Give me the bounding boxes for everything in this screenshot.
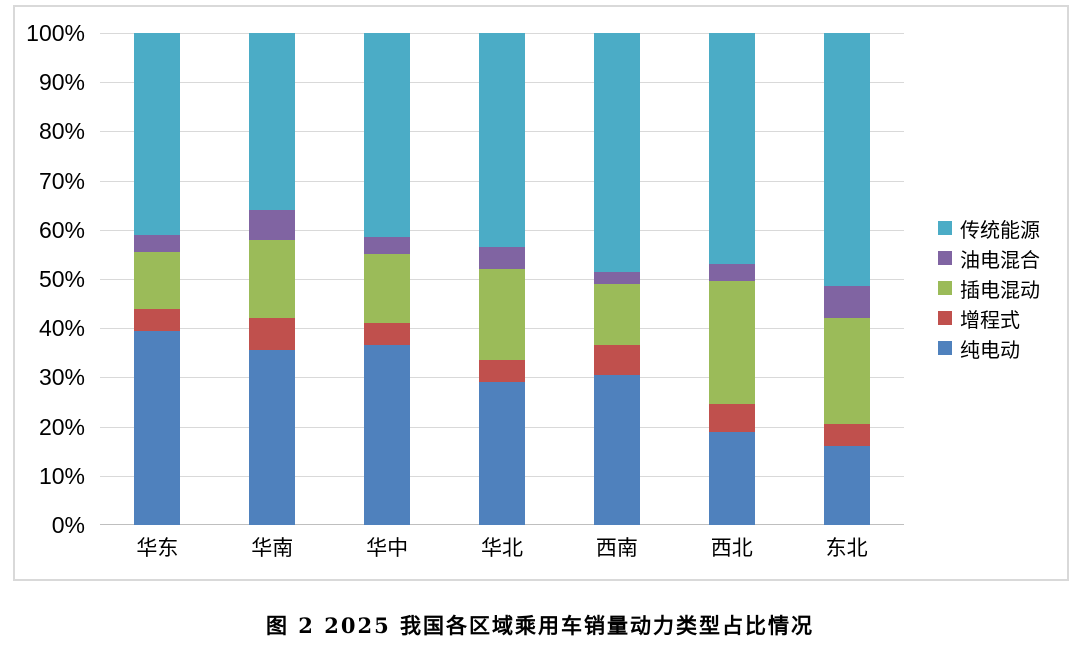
x-category-label-华中: 华中 [366, 536, 409, 560]
segment-插电混动 [708, 281, 755, 405]
x-category-label-西北: 西北 [710, 536, 753, 560]
segment-传统能源 [364, 33, 411, 238]
legend-label: 纯电动 [960, 337, 1020, 362]
y-axis: 100% 90% 80% 70% 60% 50% 40% 30% 20% 10% 0% [15, 7, 85, 583]
x-category-label-华北: 华北 [481, 536, 523, 560]
legend-label: 油电混合 [960, 247, 1040, 272]
segment-油电混合 [593, 271, 640, 284]
figure-caption: 图 2 2025 我国各区域乘用车销量动力类型占比情况 [266, 613, 814, 638]
segment-增程式 [823, 424, 870, 447]
bar-slot-华北 [445, 33, 560, 525]
segment-增程式 [364, 323, 411, 346]
segment-插电混动 [593, 283, 640, 346]
segment-传统能源 [593, 33, 640, 272]
segment-插电混动 [249, 239, 296, 319]
segment-油电混合 [823, 286, 870, 319]
bar-东北 [823, 33, 870, 525]
bar-slot-东北 [789, 33, 904, 525]
segment-增程式 [593, 345, 640, 375]
segment-纯电动 [593, 374, 640, 525]
segment-纯电动 [823, 446, 870, 525]
bar-slot-华南 [215, 33, 330, 525]
bar-西北 [708, 33, 755, 525]
legend-label: 插电混动 [960, 277, 1040, 302]
legend-swatch-icon [938, 251, 952, 265]
bar-slot-西北 [674, 33, 789, 525]
x-axis: 华东 华南 华中 华北 西南 西北 东北 [100, 531, 904, 565]
legend-swatch-icon [938, 341, 952, 355]
legend-label: 增程式 [960, 307, 1020, 332]
segment-传统能源 [479, 33, 525, 248]
segment-传统能源 [134, 33, 181, 235]
bar-西南 [593, 33, 640, 525]
legend-label: 传统能源 [960, 217, 1040, 242]
y-tick-label: 60% [38, 216, 85, 243]
segment-传统能源 [823, 33, 870, 287]
x-category-label-东北: 东北 [825, 536, 868, 560]
bar-slot-华中 [330, 33, 445, 525]
y-tick-label: 70% [38, 167, 85, 194]
segment-传统能源 [249, 33, 296, 211]
bar-华东 [134, 33, 181, 525]
y-tick-label: 10% [38, 462, 85, 489]
segment-纯电动 [708, 431, 755, 525]
chart-frame: 100% 90% 80% 70% 60% 50% 40% 30% 20% 10% 0% 华东 华南 华中… [13, 5, 1069, 581]
segment-油电混合 [479, 247, 525, 270]
plot-area [100, 33, 904, 525]
segment-油电混合 [708, 264, 755, 282]
x-category-label-西南: 西南 [595, 536, 638, 560]
bar-华南 [249, 33, 296, 525]
bar-slot-西南 [559, 33, 674, 525]
segment-传统能源 [708, 33, 755, 265]
segment-纯电动 [249, 350, 296, 525]
y-tick-label: 80% [38, 118, 85, 145]
y-tick-label: 20% [38, 413, 85, 440]
segment-增程式 [134, 308, 181, 331]
y-tick-label: 40% [38, 315, 85, 342]
y-tick-label: 30% [38, 364, 85, 391]
legend-item-纯电动: 纯电动 [938, 333, 1040, 363]
segment-插电混动 [134, 251, 181, 309]
segment-纯电动 [364, 345, 411, 525]
segment-插电混动 [823, 318, 870, 425]
y-tick-label: 50% [38, 266, 85, 292]
legend-item-增程式: 增程式 [938, 303, 1040, 333]
legend-swatch-icon [938, 311, 952, 325]
legend-item-油电混合: 油电混合 [938, 243, 1040, 273]
segment-增程式 [249, 318, 296, 351]
segment-油电混合 [364, 237, 411, 255]
legend-item-传统能源: 传统能源 [938, 213, 1040, 243]
legend-swatch-icon [938, 221, 952, 235]
bar-slots [100, 33, 904, 525]
bar-华北 [479, 33, 525, 525]
segment-插电混动 [479, 269, 525, 361]
legend-swatch-icon [938, 281, 952, 295]
segment-增程式 [479, 360, 525, 383]
y-tick-label: 100% [26, 20, 85, 46]
segment-插电混动 [364, 254, 411, 324]
bar-slot-华东 [100, 33, 215, 525]
x-category-label-华东: 华东 [136, 536, 179, 560]
segment-油电混合 [249, 210, 296, 240]
segment-纯电动 [479, 382, 525, 525]
segment-纯电动 [134, 330, 181, 525]
y-tick-label: 90% [38, 69, 85, 96]
segment-增程式 [708, 404, 755, 432]
x-category-label-华南: 华南 [251, 536, 294, 560]
bar-华中 [364, 33, 411, 525]
legend: 传统能源油电混合插电混动增程式纯电动 [938, 213, 1040, 363]
legend-item-插电混动: 插电混动 [938, 273, 1040, 303]
segment-油电混合 [134, 234, 181, 252]
y-tick-label: 0% [51, 512, 85, 538]
